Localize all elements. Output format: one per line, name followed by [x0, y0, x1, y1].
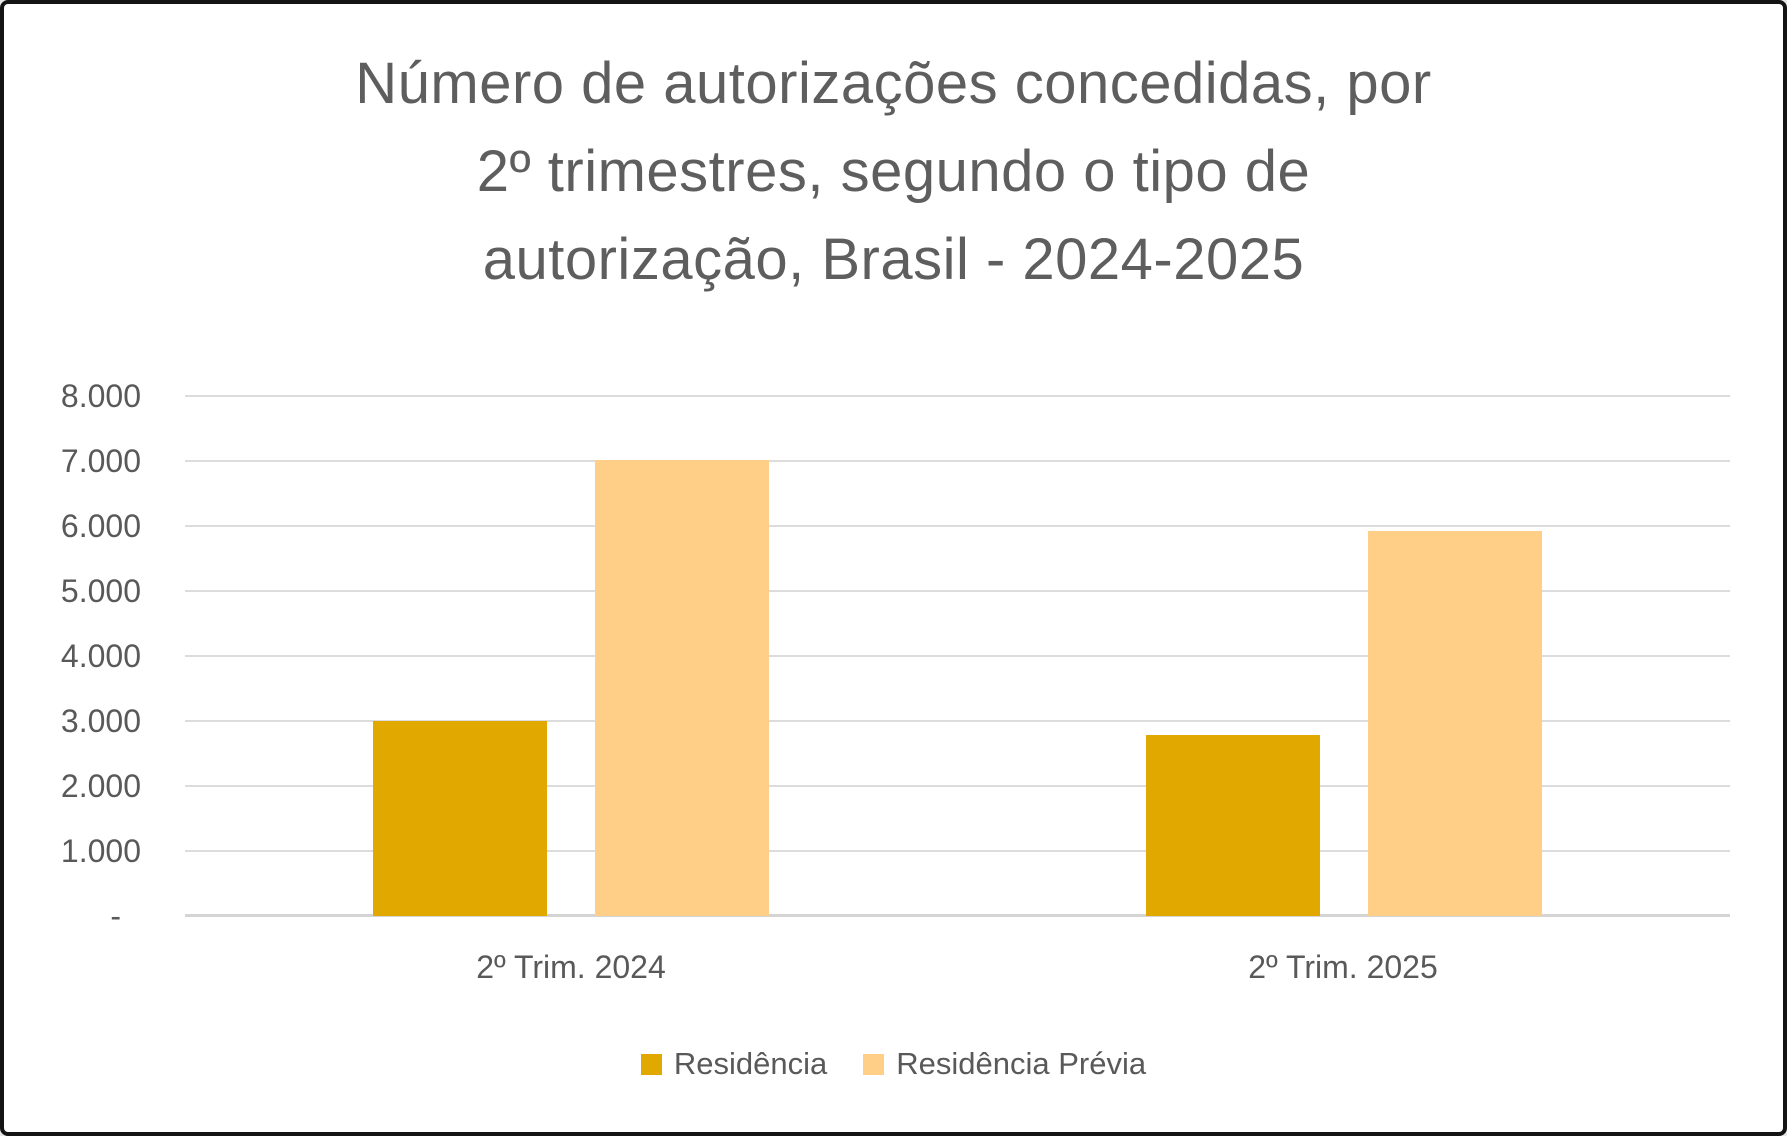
- y-tick-label-4000: 4.000: [60, 638, 141, 674]
- y-axis: - 1.000 2.000 3.000 4.000 5.000 6.000 7.000 8.00…: [4, 378, 157, 934]
- x-axis-label-2-trim-2025: 2º Trim. 2025: [1248, 949, 1438, 985]
- y-tick-label-7000: 7.000: [60, 443, 141, 479]
- y-tick-label-6000: 6.000: [60, 508, 141, 544]
- chart-title-line-2: 2º trimestres, segundo o tipo de: [476, 139, 1311, 204]
- gridline-6000: [185, 525, 1730, 527]
- y-tick-label-1000: 1.000: [60, 833, 141, 869]
- gridline-2000: [185, 785, 1730, 787]
- bar-residencia-2-trim-2025: [1145, 735, 1320, 916]
- gridline-7000: [185, 460, 1730, 462]
- gridline-3000: [185, 720, 1730, 722]
- y-tick-label-8000: 8.000: [60, 378, 141, 414]
- x-axis: 2º Trim. 2024 2º Trim. 2025: [185, 945, 1730, 989]
- bar-residencia-2-trim-2024: [373, 721, 548, 916]
- legend-label-residencia: Residência: [673, 1046, 828, 1081]
- legend: Residência Residência Prévia: [4, 1042, 1783, 1086]
- legend-item-residencia: Residência: [640, 1046, 828, 1082]
- legend-swatch-residencia-previa: [863, 1053, 885, 1075]
- x-axis-label-2-trim-2024: 2º Trim. 2024: [476, 949, 666, 985]
- bar-residencia-previa-2-trim-2024: [595, 460, 770, 916]
- plot-area: [185, 395, 1731, 917]
- y-tick-label-0: -: [110, 898, 121, 934]
- gridline-5000: [185, 590, 1730, 592]
- legend-label-residencia-previa: Residência Prévia: [896, 1046, 1147, 1081]
- chart-title: Número de autorizações concedidas, por 2…: [4, 40, 1783, 304]
- bar-group-2-trim-2024: [185, 396, 958, 916]
- chart-title-line-3: autorização, Brasil - 2024-2025: [482, 227, 1305, 292]
- gridline-0: [185, 914, 1730, 917]
- legend-item-residencia-previa: Residência Prévia: [863, 1046, 1146, 1082]
- chart-title-line-1: Número de autorizações concedidas, por: [355, 51, 1432, 116]
- gridline-4000: [185, 655, 1730, 657]
- legend-swatch-residencia: [640, 1053, 662, 1075]
- gridline-8000: [185, 395, 1730, 397]
- y-tick-label-3000: 3.000: [60, 703, 141, 739]
- bar-residencia-previa-2-trim-2025: [1367, 531, 1542, 916]
- gridline-1000: [185, 850, 1730, 852]
- y-tick-label-2000: 2.000: [60, 768, 141, 804]
- bar-group-2-trim-2025: [958, 396, 1731, 916]
- y-tick-label-5000: 5.000: [60, 573, 141, 609]
